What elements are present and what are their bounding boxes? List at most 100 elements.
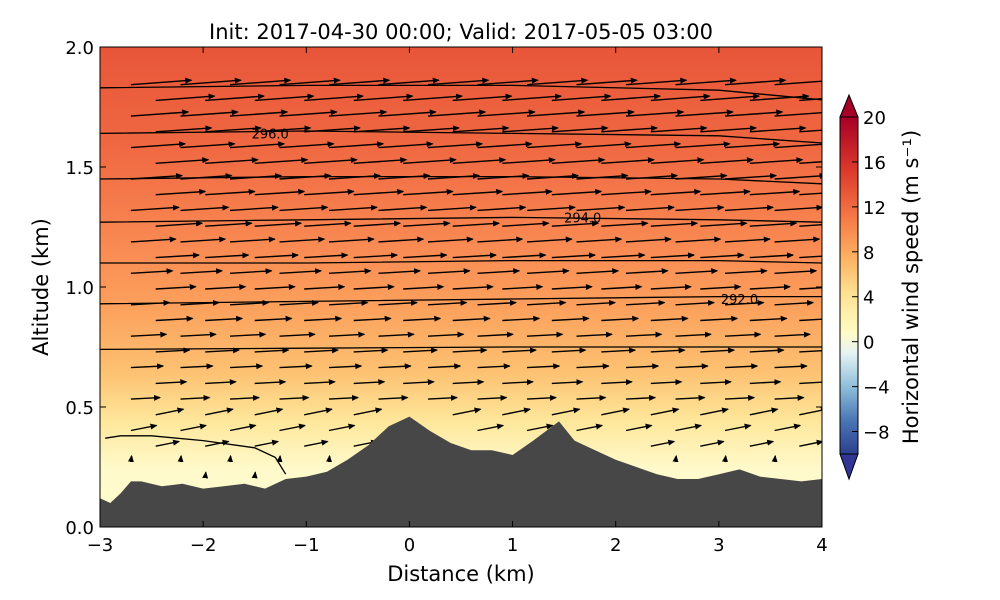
colorbar-bottom-extension bbox=[839, 453, 859, 481]
wind-vector bbox=[502, 125, 559, 133]
wind-vector bbox=[378, 331, 415, 338]
wind-vector bbox=[526, 77, 589, 86]
y-tick-label: 0.5 bbox=[65, 398, 94, 419]
wind-vector bbox=[700, 439, 725, 447]
wind-vector bbox=[378, 141, 434, 149]
x-tick-label: −3 bbox=[87, 535, 114, 556]
wind-vector bbox=[403, 252, 448, 259]
wind-vector bbox=[279, 109, 338, 117]
wind-vector bbox=[378, 363, 412, 370]
wind-vector bbox=[650, 379, 683, 386]
wind-vector bbox=[254, 284, 296, 291]
colorbar-tick-label: 8 bbox=[863, 243, 874, 264]
wind-vector bbox=[304, 125, 361, 133]
wind-vector bbox=[180, 141, 236, 149]
wind-vector bbox=[452, 220, 501, 227]
wind-vector bbox=[427, 236, 474, 243]
wind-vector bbox=[229, 204, 279, 212]
wind-vector bbox=[675, 204, 725, 212]
wind-vector bbox=[155, 220, 204, 227]
wind-vector bbox=[601, 93, 662, 102]
colorbar-tick-label: 12 bbox=[863, 198, 886, 219]
wind-vector bbox=[326, 454, 332, 463]
y-tick-label: 1.0 bbox=[65, 278, 94, 299]
wind-vector bbox=[205, 125, 262, 133]
wind-vector bbox=[279, 394, 310, 401]
wind-vector bbox=[799, 381, 822, 385]
y-axis: 0.0 0.5 1.0 1.5 2.0 bbox=[65, 38, 822, 539]
wind-vector bbox=[180, 331, 217, 338]
wind-vector bbox=[378, 109, 437, 117]
wind-vector bbox=[205, 188, 256, 196]
wind-vector bbox=[799, 318, 822, 322]
wind-vector bbox=[477, 204, 527, 212]
wind-vector bbox=[205, 220, 253, 227]
wind-vector bbox=[155, 407, 185, 416]
wind-vector bbox=[155, 315, 194, 322]
wind-vector bbox=[477, 394, 508, 401]
wind-vector bbox=[304, 347, 339, 354]
wind-vector bbox=[427, 109, 487, 117]
wind-vector bbox=[279, 77, 341, 86]
wind-vector bbox=[675, 77, 737, 86]
wind-vector bbox=[774, 299, 815, 306]
wind-vector bbox=[724, 204, 774, 212]
x-tick-label: 2 bbox=[610, 535, 621, 556]
wind-vector bbox=[700, 157, 754, 164]
wind-vector bbox=[774, 112, 822, 117]
wind-vector bbox=[155, 439, 181, 447]
x-axis-label: Distance (km) bbox=[387, 562, 535, 586]
wind-vector bbox=[155, 379, 188, 386]
wind-vector bbox=[328, 109, 388, 117]
contour-label: 292.0 bbox=[721, 293, 758, 308]
wind-vector bbox=[205, 315, 244, 322]
wind-vector bbox=[452, 407, 482, 416]
wind-vector bbox=[130, 268, 174, 275]
wind-vector bbox=[304, 439, 329, 447]
wind-vector bbox=[205, 379, 237, 386]
isentrope-line bbox=[100, 295, 822, 305]
wind-vector bbox=[576, 204, 626, 212]
wind-vector bbox=[180, 77, 242, 86]
wind-vector bbox=[625, 394, 657, 401]
contour-labels: 296.0 294.0 292.0 bbox=[252, 127, 759, 308]
wind-vector bbox=[650, 315, 689, 322]
wind-vector bbox=[749, 439, 775, 447]
wind-vector bbox=[799, 349, 822, 353]
wind-vector bbox=[551, 93, 612, 102]
wind-vector bbox=[427, 77, 490, 86]
wind-vector bbox=[304, 252, 349, 259]
colorbar-tick-label: 20 bbox=[863, 108, 886, 129]
wind-vector bbox=[328, 423, 356, 432]
wind-vector bbox=[749, 188, 801, 196]
wind-vector bbox=[205, 284, 247, 291]
wind-vector bbox=[774, 236, 821, 243]
wind-vector bbox=[601, 347, 637, 354]
wind-vector bbox=[601, 315, 640, 322]
x-tick-label: 0 bbox=[404, 535, 415, 556]
wind-vector bbox=[625, 204, 675, 212]
x-tick-label: 4 bbox=[816, 535, 827, 556]
wind-vector bbox=[502, 188, 553, 196]
wind-vector bbox=[477, 363, 511, 370]
wind-vector bbox=[675, 141, 731, 149]
wind-vector bbox=[774, 80, 822, 86]
wind-vector bbox=[304, 284, 346, 291]
wind-vector bbox=[254, 439, 280, 447]
wind-vector bbox=[130, 173, 183, 180]
wind-vector bbox=[227, 454, 233, 463]
wind-vector bbox=[403, 188, 454, 196]
terrain-profile bbox=[100, 416, 822, 527]
wind-vector bbox=[672, 454, 679, 463]
wind-vector bbox=[202, 471, 209, 479]
wind-vector bbox=[180, 299, 220, 306]
isentrope-line bbox=[100, 216, 822, 223]
wind-vector bbox=[700, 125, 757, 133]
wind-vector bbox=[403, 379, 435, 386]
wind-vector bbox=[304, 188, 355, 196]
wind-vector bbox=[675, 423, 703, 432]
wind-vector bbox=[625, 331, 663, 338]
wind-vector bbox=[625, 236, 672, 243]
wind-vector bbox=[378, 77, 440, 86]
wind-vector bbox=[724, 268, 768, 275]
